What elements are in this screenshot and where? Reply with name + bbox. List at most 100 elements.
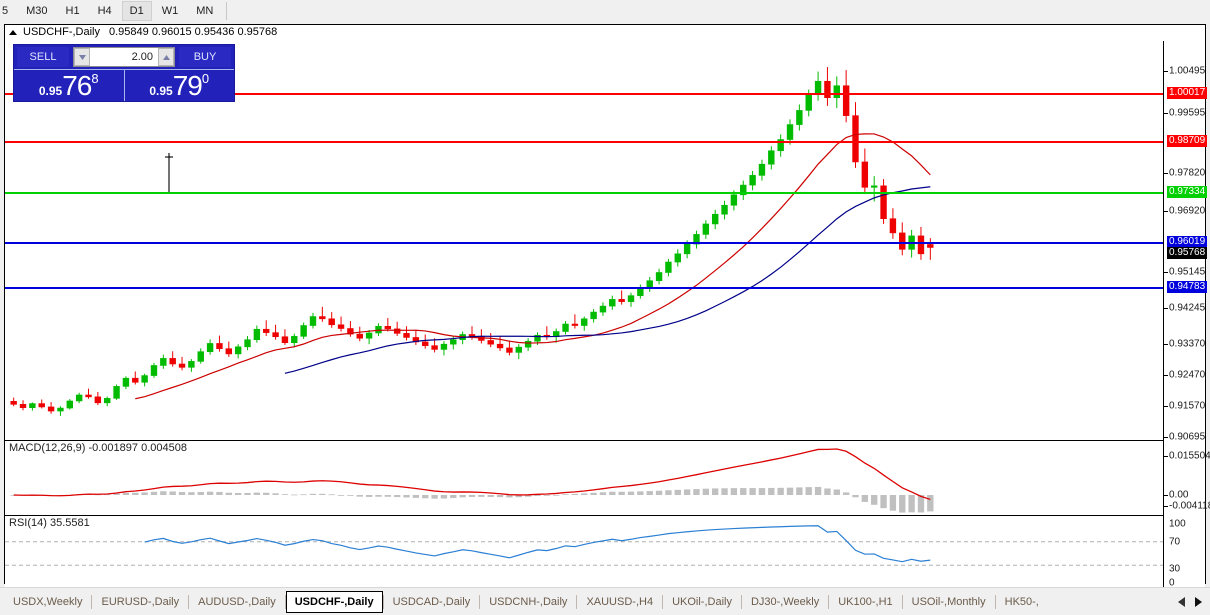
level-line-resistance-0-98709[interactable] — [5, 141, 1164, 143]
price-pane[interactable] — [5, 41, 1164, 439]
chart-window: USDCHF-,Daily 0.95849 0.96015 0.95436 0.… — [4, 24, 1210, 601]
scale-tick — [1164, 437, 1168, 438]
tab-divider — [828, 594, 830, 609]
chart-tab-audusd-daily[interactable]: AUDUSD-,Daily — [198, 595, 276, 608]
level-price-label: 0.96019 — [1167, 236, 1208, 248]
level-line-support-0-94783[interactable] — [5, 287, 1164, 289]
chart-tab-bar: USDX,Weekly EURUSD-,Daily AUDUSD-,Daily USD… — [0, 587, 1210, 615]
candlestick-chart — [10, 67, 934, 416]
tab-divider — [479, 594, 481, 609]
sell-price-display[interactable]: 0.95 76 8 — [14, 69, 124, 101]
level-line-pivot-0-97334[interactable] — [5, 192, 1164, 194]
tab-divider — [662, 594, 664, 609]
sell-button[interactable]: SELL — [17, 47, 69, 67]
current-price-label: 0.95768 — [1167, 247, 1208, 259]
timeframe-button-m30[interactable]: M30 — [26, 4, 48, 17]
timeframe-button-w1[interactable]: W1 — [161, 4, 179, 17]
triangle-up-icon[interactable] — [9, 30, 17, 35]
timeframe-button-d1[interactable]: D1 — [121, 0, 152, 21]
chart-tab-usdcnh-daily[interactable]: USDCNH-,Daily — [489, 595, 568, 608]
level-price-label: 0.97334 — [1167, 186, 1208, 198]
buy-price-fraction: 0 — [201, 71, 210, 86]
volume-decrease-button[interactable] — [74, 48, 90, 66]
chart-tab-xauusd-h4[interactable]: XAUUSD-,H4 — [586, 595, 654, 608]
price-scale-label: 1.00495 — [1169, 65, 1206, 77]
level-price-label: 1.00017 — [1167, 87, 1208, 99]
macd-chart — [10, 448, 934, 513]
tab-divider — [284, 594, 286, 609]
price-scale-label: 0.96920 — [1169, 205, 1206, 217]
chart-tab-ukoil-daily[interactable]: UKOil-,Daily — [672, 595, 732, 608]
chevron-up-icon — [162, 54, 170, 60]
rsi-label: RSI(14) 35.5581 — [9, 517, 90, 529]
tab-divider — [382, 594, 384, 609]
chart-tab-dj30-weekly[interactable]: DJ30-,Weekly — [750, 595, 820, 608]
tab-divider — [901, 594, 903, 609]
sell-price-prefix: 0.95 — [38, 84, 63, 98]
buy-price-display[interactable]: 0.95 79 0 — [123, 69, 234, 101]
rsi-chart — [5, 525, 1164, 566]
triangle-left-icon[interactable] — [1178, 596, 1185, 607]
scale-tick — [1164, 308, 1168, 309]
scale-tick — [1164, 71, 1168, 72]
macd-label: MACD(12,26,9) -0.001897 0.004508 — [9, 442, 187, 454]
triangle-right-icon[interactable] — [1195, 596, 1202, 607]
chart-tab-usdx-weekly[interactable]: USDX,Weekly — [13, 595, 83, 608]
price-scale-label: 0.95145 — [1169, 266, 1206, 278]
timeframe-button-h4[interactable]: H4 — [97, 4, 112, 17]
scale-tick — [1164, 211, 1168, 212]
price-scale-label: 0.91570 — [1169, 400, 1206, 412]
scale-tick — [1164, 456, 1168, 457]
price-scale[interactable]: 1.00495 1.00017 0.99595 0.98709 0.97820 0.973… — [1163, 41, 1210, 589]
buy-button[interactable]: BUY — [179, 47, 231, 67]
chart-tab-uk100-h1[interactable]: UK100-,H1 — [838, 595, 893, 608]
chart-tab-usoil-monthly[interactable]: USOil-,Monthly — [911, 595, 986, 608]
rsi-pane[interactable] — [5, 516, 1164, 589]
trade-panel-controls: SELL 2.00 BUY — [14, 45, 234, 69]
pane-divider-macd — [5, 440, 1205, 441]
level-price-label: 0.94783 — [1167, 281, 1208, 293]
scale-tick — [1164, 344, 1168, 345]
volume-increase-button[interactable] — [158, 48, 174, 66]
scale-tick — [1164, 113, 1168, 114]
chart-tab-usdcad-daily[interactable]: USDCAD-,Daily — [392, 595, 471, 608]
price-scale-label: 0.90695 — [1169, 431, 1206, 443]
chart-title-bar: USDCHF-,Daily 0.95849 0.96015 0.95436 0.… — [5, 25, 1205, 40]
toolbar-divider — [226, 1, 228, 20]
scale-tick — [1164, 375, 1168, 376]
chart-ohlc-label: 0.95849 0.96015 0.95436 0.95768 — [109, 26, 278, 38]
macd-scale-label: 0.00 — [1169, 489, 1189, 501]
chevron-down-icon — [78, 54, 86, 60]
volume-stepper[interactable]: 2.00 — [73, 47, 175, 67]
volume-input[interactable]: 2.00 — [131, 51, 153, 63]
one-click-trading-panel[interactable]: SELL 2.00 BUY — [13, 44, 235, 102]
scale-tick — [1164, 173, 1168, 174]
tab-divider — [188, 594, 190, 609]
chart-tab-usdchf-daily[interactable]: USDCHF-,Daily — [285, 590, 383, 613]
macd-pane[interactable] — [5, 441, 1164, 514]
timeframe-toolbar: 5 M30 H1 H4 D1 W1 MN — [0, 0, 1210, 22]
chart-tab-hk50[interactable]: HK50-, — [1004, 595, 1039, 608]
sell-price-fraction: 8 — [91, 71, 99, 86]
timeframe-button-mn[interactable]: MN — [196, 4, 214, 17]
price-scale-label: 0.92470 — [1169, 369, 1206, 381]
rsi-scale-label: 100 — [1169, 518, 1186, 530]
timeframe-button-m5[interactable]: 5 — [2, 4, 9, 17]
timeframe-button-h1[interactable]: H1 — [65, 4, 80, 17]
tab-divider — [740, 594, 742, 609]
tab-scroll-arrows — [1178, 596, 1210, 607]
pane-divider-rsi — [5, 515, 1205, 516]
rsi-scale-label: 30 — [1169, 563, 1181, 575]
level-price-label: 0.98709 — [1167, 135, 1208, 147]
level-line-support-0-96019[interactable] — [5, 242, 1164, 244]
tab-divider — [576, 594, 578, 609]
trade-panel-prices: 0.95 76 8 0.95 79 0 — [14, 69, 234, 101]
buy-price-main: 79 — [172, 70, 203, 101]
level-line-resistance-1-00017[interactable] — [5, 93, 1164, 95]
scale-tick — [1164, 406, 1168, 407]
macd-scale-label: -0.004118 — [1169, 500, 1210, 512]
chart-tab-eurusd-daily[interactable]: EURUSD-,Daily — [101, 595, 180, 608]
macd-scale-label: 0.015504 — [1169, 450, 1210, 462]
price-scale-label: 0.93370 — [1169, 338, 1206, 350]
price-scale-label: 0.97820 — [1169, 167, 1206, 179]
